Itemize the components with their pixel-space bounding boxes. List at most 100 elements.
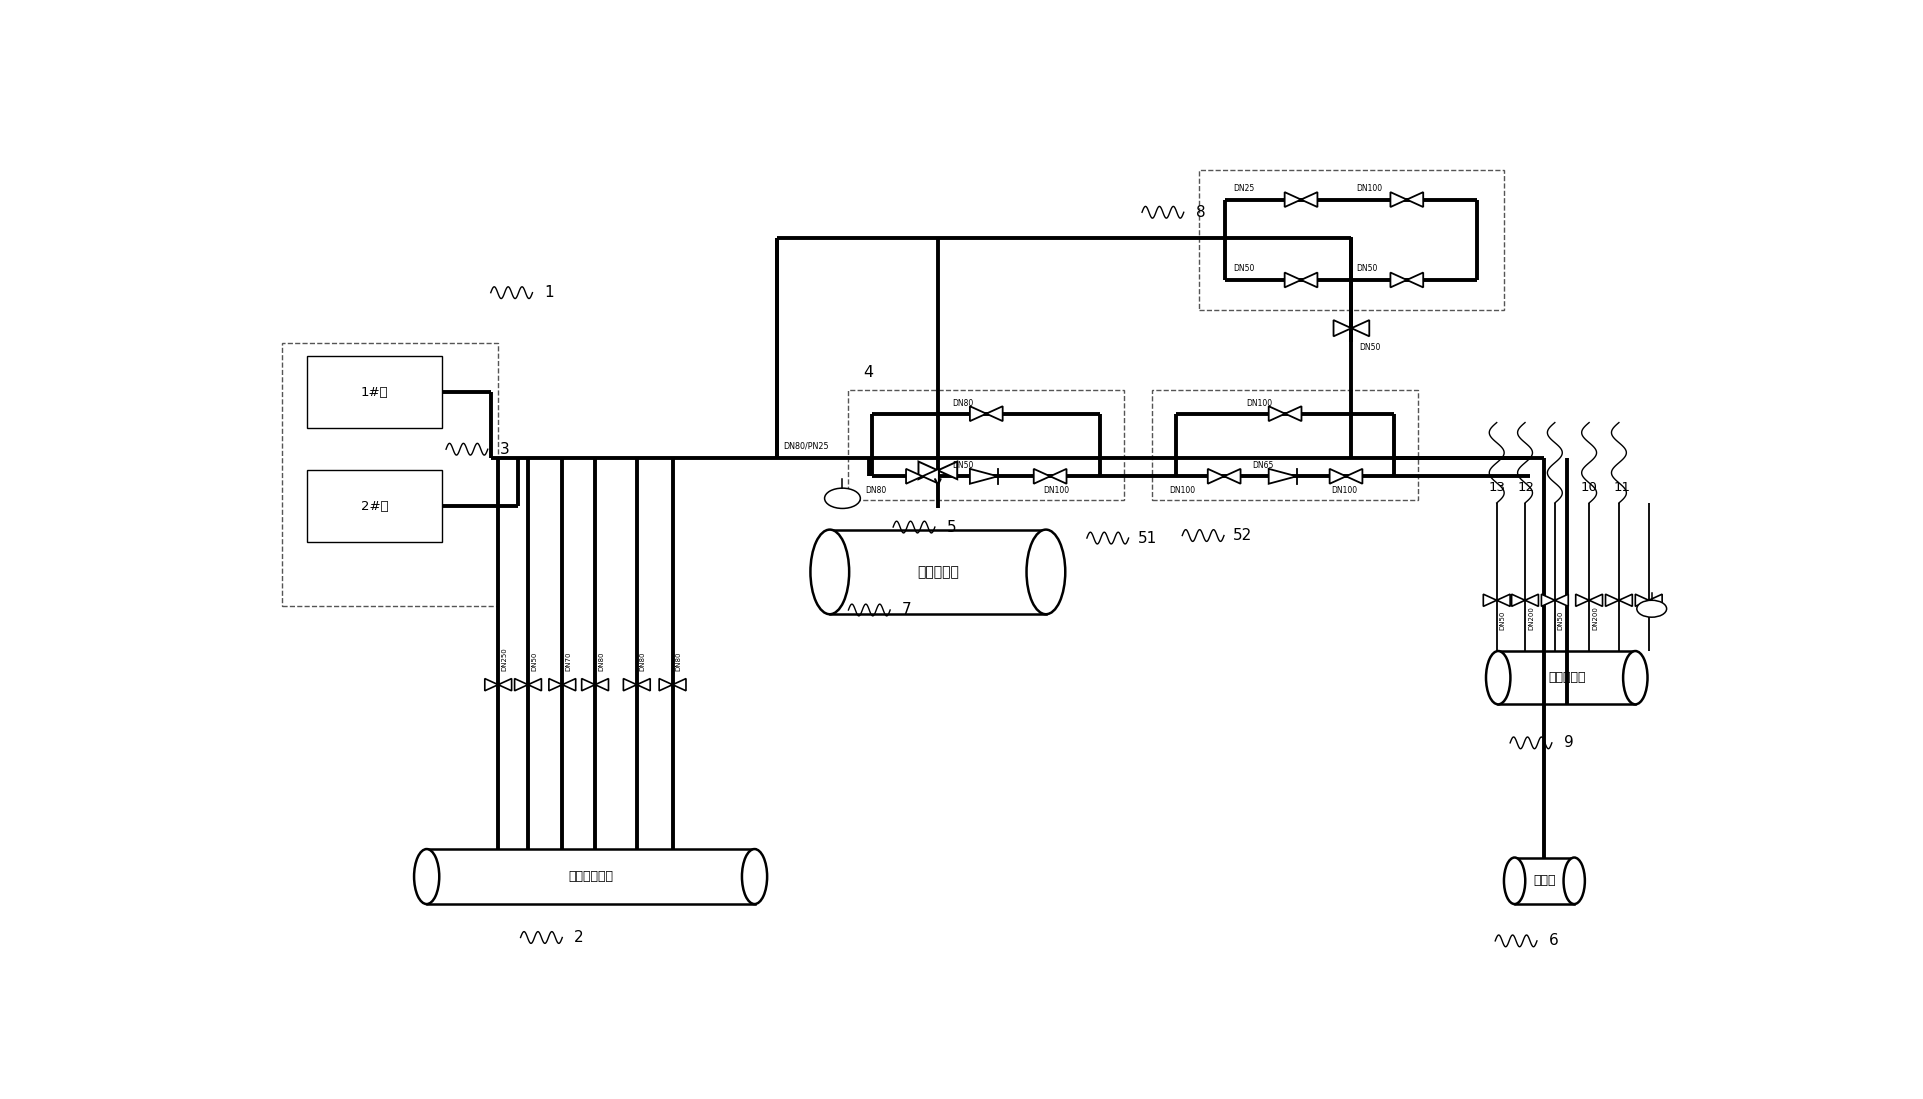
Text: DN100: DN100: [1331, 486, 1358, 495]
Polygon shape: [1346, 469, 1361, 484]
Bar: [1498, 651, 1635, 704]
Bar: [1152, 390, 1417, 500]
Polygon shape: [562, 678, 575, 691]
Text: DN80: DN80: [952, 399, 973, 408]
Polygon shape: [1408, 192, 1423, 207]
Polygon shape: [637, 678, 650, 691]
Polygon shape: [581, 678, 594, 691]
Circle shape: [825, 488, 860, 509]
Text: DN50: DN50: [1360, 343, 1381, 352]
Text: DN25: DN25: [1233, 184, 1254, 192]
Polygon shape: [1302, 192, 1317, 207]
Polygon shape: [1390, 273, 1408, 288]
Text: 蒸汽蓄热器: 蒸汽蓄热器: [917, 565, 960, 579]
Text: DN50: DN50: [952, 462, 973, 470]
Bar: [831, 530, 1046, 614]
Circle shape: [1636, 600, 1667, 618]
Polygon shape: [1575, 595, 1588, 607]
Polygon shape: [529, 678, 542, 691]
Text: 1: 1: [544, 285, 554, 300]
Polygon shape: [1542, 595, 1556, 607]
Text: DN80/PN25: DN80/PN25: [783, 442, 829, 451]
Text: DN80: DN80: [640, 652, 646, 671]
Polygon shape: [1588, 595, 1602, 607]
Polygon shape: [1285, 273, 1302, 288]
Ellipse shape: [810, 530, 850, 614]
Ellipse shape: [1504, 857, 1525, 904]
Text: DN200: DN200: [1529, 606, 1535, 630]
Bar: [1198, 170, 1504, 310]
Polygon shape: [1302, 273, 1317, 288]
Bar: [283, 343, 498, 606]
Ellipse shape: [1623, 651, 1648, 704]
Polygon shape: [1390, 192, 1408, 207]
Polygon shape: [1483, 595, 1496, 607]
Text: 2: 2: [575, 930, 585, 945]
Text: DN50: DN50: [1558, 611, 1563, 630]
Polygon shape: [1511, 595, 1525, 607]
Polygon shape: [1556, 595, 1569, 607]
Text: 9: 9: [1563, 735, 1573, 751]
Text: 辊丝分汽缸: 辊丝分汽缸: [1548, 671, 1586, 685]
Text: DN80: DN80: [675, 652, 681, 671]
Polygon shape: [1496, 595, 1510, 607]
Text: DN100: DN100: [1044, 486, 1069, 495]
Text: 51: 51: [1138, 531, 1158, 545]
Text: DN200: DN200: [1592, 606, 1598, 630]
Ellipse shape: [742, 850, 767, 904]
Polygon shape: [515, 678, 529, 691]
Polygon shape: [1352, 320, 1369, 336]
Polygon shape: [1408, 273, 1423, 288]
Polygon shape: [1333, 320, 1352, 336]
Ellipse shape: [1027, 530, 1065, 614]
Text: DN100: DN100: [1356, 184, 1383, 192]
Polygon shape: [485, 678, 498, 691]
Polygon shape: [1208, 469, 1225, 484]
Polygon shape: [938, 462, 958, 479]
Polygon shape: [623, 678, 637, 691]
Text: 2#炉: 2#炉: [362, 500, 388, 513]
Text: DN50: DN50: [1500, 611, 1506, 630]
Polygon shape: [986, 407, 1002, 421]
Polygon shape: [1525, 595, 1538, 607]
Polygon shape: [1285, 192, 1302, 207]
Polygon shape: [906, 469, 923, 484]
Bar: [308, 470, 442, 542]
Polygon shape: [1635, 595, 1648, 607]
Text: DN70: DN70: [565, 652, 571, 671]
Text: 52: 52: [1233, 528, 1252, 543]
Polygon shape: [1648, 595, 1661, 607]
Polygon shape: [1329, 469, 1346, 484]
Text: 3: 3: [500, 442, 510, 457]
Text: DN100: DN100: [1169, 486, 1194, 495]
Text: 1#炉: 1#炉: [362, 386, 388, 399]
Text: 10: 10: [1581, 481, 1598, 495]
Polygon shape: [969, 407, 986, 421]
Text: 锅炉房分汽缸: 锅炉房分汽缸: [567, 870, 613, 884]
Bar: [1515, 857, 1575, 904]
Polygon shape: [923, 469, 938, 484]
Text: DN50: DN50: [531, 652, 537, 671]
Text: 12: 12: [1517, 481, 1535, 495]
Bar: [848, 390, 1125, 500]
Text: DN100: DN100: [1246, 399, 1271, 408]
Text: 11: 11: [1613, 481, 1631, 495]
Polygon shape: [1225, 469, 1240, 484]
Text: 8: 8: [1196, 204, 1206, 220]
Ellipse shape: [1486, 651, 1510, 704]
Polygon shape: [969, 469, 998, 484]
Polygon shape: [1269, 469, 1296, 484]
Text: 5: 5: [946, 520, 956, 534]
Ellipse shape: [413, 850, 438, 904]
Polygon shape: [1269, 407, 1285, 421]
Polygon shape: [1285, 407, 1302, 421]
Polygon shape: [660, 678, 673, 691]
Text: DN50: DN50: [1233, 264, 1254, 274]
Text: 13: 13: [1488, 481, 1506, 495]
Text: 4: 4: [863, 365, 873, 380]
Ellipse shape: [1563, 857, 1585, 904]
Text: 除氧器: 除氧器: [1533, 875, 1556, 887]
Text: DN50: DN50: [1356, 264, 1377, 274]
Text: 7: 7: [902, 602, 912, 618]
Polygon shape: [919, 462, 938, 479]
